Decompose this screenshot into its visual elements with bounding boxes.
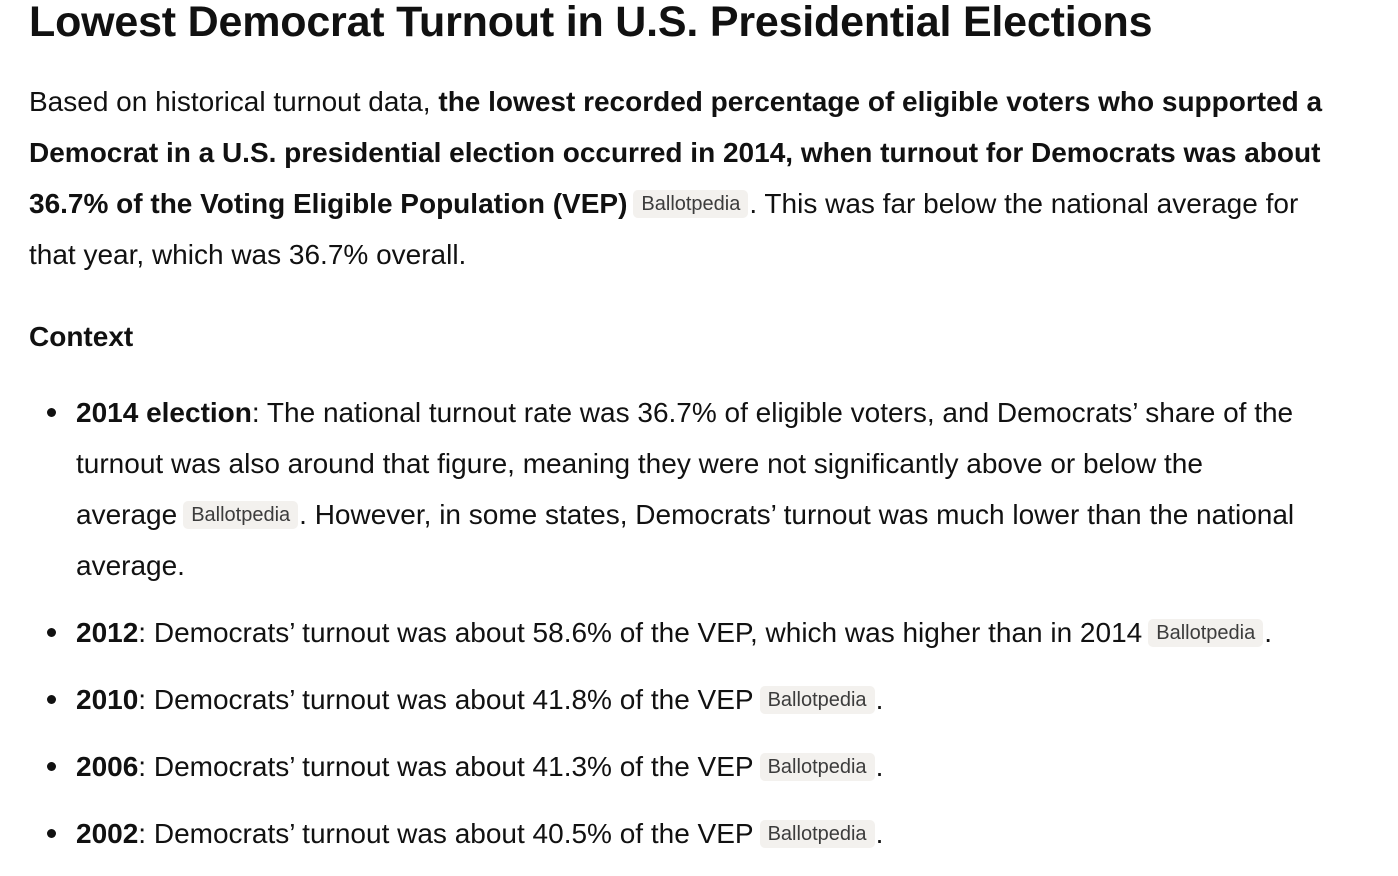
list-item-text: turnout was also around that figure, mea… — [76, 448, 1203, 479]
context-list: 2014 election: The national turnout rate… — [47, 387, 1398, 875]
intro-line: Based on historical turnout data, the lo… — [29, 76, 1398, 127]
citation-badge[interactable]: Ballotpedia — [183, 501, 299, 529]
intro-line: 36.7% of the Voting Eligible Population … — [29, 178, 1398, 229]
list-item-text: : Democrats’ turnout was about 41.3% of … — [138, 751, 754, 782]
list-item-line: turnout was also around that figure, mea… — [76, 438, 1398, 489]
list-item-2010: 2010: Democrats’ turnout was about 41.8%… — [47, 674, 1398, 725]
intro-line: that year, which was 36.7% overall. — [29, 229, 1398, 280]
list-item-2002: 2002: Democrats’ turnout was about 40.5%… — [47, 808, 1398, 859]
list-item-text: . — [875, 751, 884, 782]
list-item-text: average — [76, 499, 178, 530]
intro-bold-text: Democrat in a U.S. presidential election… — [29, 137, 1321, 168]
list-item-line: average Ballotpedia. However, in some sta… — [76, 489, 1398, 540]
list-item-2012: 2012: Democrats’ turnout was about 58.6%… — [47, 607, 1398, 658]
list-item-2014: 2014 election: The national turnout rate… — [47, 387, 1398, 591]
intro-paragraph: Based on historical turnout data, the lo… — [29, 76, 1398, 280]
list-item-text: . However, in some states, Democrats’ tu… — [299, 499, 1295, 530]
list-item-text: average. — [76, 550, 185, 581]
intro-text: Based on historical turnout data, — [29, 86, 439, 117]
list-item-text: : Democrats’ turnout was about 41.8% of … — [138, 684, 754, 715]
list-item-label: 2010 — [76, 684, 139, 715]
list-item-text: . — [875, 818, 884, 849]
list-item-text: : Democrats’ turnout was about 58.6% of … — [138, 617, 1143, 648]
citation-badge[interactable]: Ballotpedia — [633, 190, 749, 218]
context-heading: Context — [29, 321, 134, 352]
list-item-label: 2014 election — [76, 397, 252, 428]
page-title: Lowest Democrat Turnout in U.S. Presiden… — [29, 0, 1153, 46]
citation-badge[interactable]: Ballotpedia — [759, 820, 875, 848]
list-item-text: : The national turnout rate was 36.7% of… — [251, 397, 1294, 428]
list-item-text: . — [875, 684, 884, 715]
list-item-line: 2014 election: The national turnout rate… — [76, 387, 1398, 438]
intro-bold-text: the lowest recorded percentage of eligib… — [438, 86, 1323, 117]
list-item-text: : Democrats’ turnout was about 40.5% of … — [138, 818, 754, 849]
list-item-label: 2012 — [76, 617, 139, 648]
citation-badge[interactable]: Ballotpedia — [1148, 619, 1264, 647]
list-item-line: average. — [76, 540, 1398, 591]
list-item-text: . — [1264, 617, 1272, 648]
intro-line: Democrat in a U.S. presidential election… — [29, 127, 1398, 178]
intro-text: . This was far below the national averag… — [749, 188, 1299, 219]
intro-text: that year, which was 36.7% overall. — [29, 239, 467, 270]
list-item-label: 2002 — [76, 818, 139, 849]
list-item-2006: 2006: Democrats’ turnout was about 41.3%… — [47, 741, 1398, 792]
citation-badge[interactable]: Ballotpedia — [759, 686, 875, 714]
intro-bold-text: 36.7% of the Voting Eligible Population … — [29, 188, 628, 219]
list-item-label: 2006 — [76, 751, 139, 782]
citation-badge[interactable]: Ballotpedia — [759, 753, 875, 781]
